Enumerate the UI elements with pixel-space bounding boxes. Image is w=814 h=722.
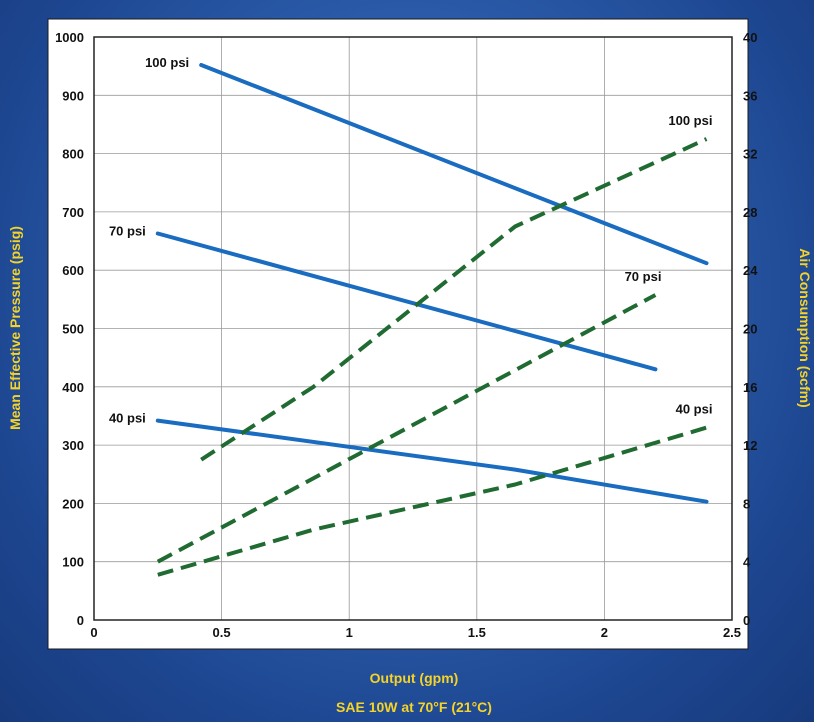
x-tick-label: 1.5 [468, 625, 486, 640]
x-tick-label: 0.5 [213, 625, 231, 640]
air-label-70-psi: 70 psi [625, 269, 662, 284]
y-right-tick-label: 8 [743, 496, 750, 511]
y-left-tick-label: 0 [77, 613, 84, 628]
pressure-line-70-psi [155, 231, 658, 372]
x-tick-label: 1 [346, 625, 353, 640]
chart-footer: SAE 10W at 70°F (21°C) [336, 699, 492, 715]
y-right-tick-label: 24 [743, 263, 758, 278]
y-right-tick-label: 4 [743, 555, 751, 570]
y-axis-left-title: Mean Effective Pressure (psig) [7, 226, 23, 430]
plot-area [47, 18, 749, 650]
pressure-label-100-psi: 100 psi [145, 55, 189, 70]
y-left-tick-label: 600 [62, 263, 84, 278]
plot-frame [93, 36, 733, 621]
air-label-100-psi: 100 psi [668, 113, 712, 128]
x-axis-title: Output (gpm) [370, 670, 459, 686]
x-tick-label: 2 [601, 625, 608, 640]
pressure-label-40-psi: 40 psi [109, 411, 146, 426]
y-left-tick-label: 1000 [55, 30, 84, 45]
y-right-tick-label: 40 [743, 30, 757, 45]
y-right-tick-label: 12 [743, 438, 757, 453]
y-right-tick-label: 32 [743, 147, 757, 162]
pressure-line-40-psi [155, 418, 709, 504]
y-left-tick-label: 700 [62, 205, 84, 220]
y-right-tick-label: 0 [743, 613, 750, 628]
series-labels: 100 psi 70 psi 40 psi 100 psi 70 psi 40 psi [109, 55, 713, 426]
y-right-tick-label: 36 [743, 88, 757, 103]
y-right-tick-label: 20 [743, 322, 757, 337]
tick-labels: 0100200300400500600700800900100004812162… [55, 30, 758, 640]
y-left-tick-label: 100 [62, 555, 84, 570]
air-line-70-psi [156, 293, 657, 564]
air-line-40-psi [157, 425, 708, 577]
x-tick-label: 2.5 [723, 625, 741, 640]
y-left-tick-label: 400 [62, 380, 84, 395]
pressure-line-100-psi [199, 63, 709, 266]
y-left-tick-label: 500 [62, 322, 84, 337]
y-axis-right-title: Air Consumption (scfm) [797, 248, 813, 407]
y-left-tick-label: 300 [62, 438, 84, 453]
grid [94, 37, 732, 620]
y-left-tick-label: 900 [62, 88, 84, 103]
x-tick-label: 0 [90, 625, 97, 640]
y-left-tick-label: 800 [62, 147, 84, 162]
series-layer [155, 63, 709, 577]
y-right-tick-label: 16 [743, 380, 757, 395]
pressure-label-70-psi: 70 psi [109, 223, 146, 238]
y-left-tick-label: 200 [62, 496, 84, 511]
air-label-40-psi: 40 psi [676, 402, 713, 417]
y-right-tick-label: 28 [743, 205, 757, 220]
